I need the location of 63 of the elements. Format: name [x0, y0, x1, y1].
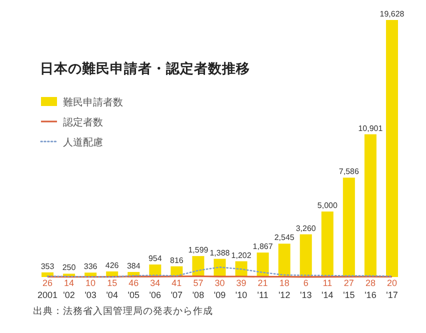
data-label: 1,388	[210, 248, 230, 258]
data-label: 336	[84, 262, 98, 272]
data-label: 5,000	[317, 201, 338, 210]
data-label: 353	[40, 262, 55, 271]
data-label: 6	[303, 278, 308, 288]
text: 日本の難民申請者・認定者数推移	[40, 60, 250, 76]
data-label: 21	[258, 278, 268, 288]
data-label: 28	[365, 278, 376, 288]
x-tick-label: '15	[343, 290, 355, 300]
bar	[256, 252, 269, 277]
data-label: 26	[42, 278, 53, 288]
x-tick-label: '13	[300, 290, 312, 300]
x-tick-label: '09	[214, 290, 226, 300]
data-label: 11	[322, 278, 332, 288]
data-label: 19,628	[380, 10, 405, 18]
bar	[300, 234, 312, 277]
data-label: 18	[279, 278, 290, 288]
x-tick-label: '17	[386, 290, 398, 300]
x-tick-label: '05	[128, 290, 140, 300]
data-label: 39	[236, 278, 246, 288]
data-label: 10	[86, 278, 96, 288]
legend-label: 難民申請者数	[63, 96, 123, 108]
legend-label: 人道配慮	[63, 136, 103, 148]
x-tick-label: '12	[278, 290, 290, 300]
legend-label: 認定者数	[63, 116, 103, 128]
x-tick-label: '02	[63, 290, 75, 300]
x-tick-label: '11	[257, 290, 268, 300]
source-note: 出典：法務省入国管理局の発表から作成	[33, 305, 213, 317]
data-label: 57	[193, 278, 204, 288]
data-label: 46	[128, 278, 139, 288]
data-label: 30	[214, 278, 225, 288]
bar	[321, 212, 334, 277]
data-label: 3,260	[296, 224, 316, 233]
data-label: 426	[105, 260, 120, 270]
x-tick-label: '03	[84, 290, 96, 300]
data-label: 1,202	[231, 250, 252, 260]
bar	[278, 244, 290, 277]
data-label: 7,586	[338, 167, 360, 176]
data-label: 27	[344, 278, 354, 288]
x-tick-label: 2001	[37, 290, 58, 300]
data-label: 34	[150, 278, 160, 288]
data-label: 2,545	[274, 233, 295, 242]
data-label: 384	[126, 261, 141, 270]
x-tick-label: '08	[192, 290, 204, 300]
data-label: 1,599	[188, 246, 209, 255]
data-label: 15	[107, 278, 118, 288]
bar	[342, 178, 355, 277]
x-tick-label: '14	[322, 290, 334, 300]
bar	[386, 20, 398, 277]
data-label: 1,867	[252, 242, 274, 252]
x-tick-label: '10	[235, 290, 248, 300]
data-label: 816	[170, 256, 184, 265]
data-label: 250	[62, 263, 76, 272]
x-tick-label: '06	[149, 290, 162, 300]
x-tick-label: '04	[106, 290, 118, 300]
data-label: 14	[64, 278, 74, 288]
x-tick-label: '16	[364, 290, 376, 300]
x-tick-label: '07	[170, 290, 183, 300]
data-label: 41	[172, 278, 182, 288]
bar	[364, 134, 376, 277]
data-label: 20	[386, 278, 398, 288]
data-label: 954	[148, 254, 162, 264]
data-label: 10,901	[358, 124, 384, 133]
